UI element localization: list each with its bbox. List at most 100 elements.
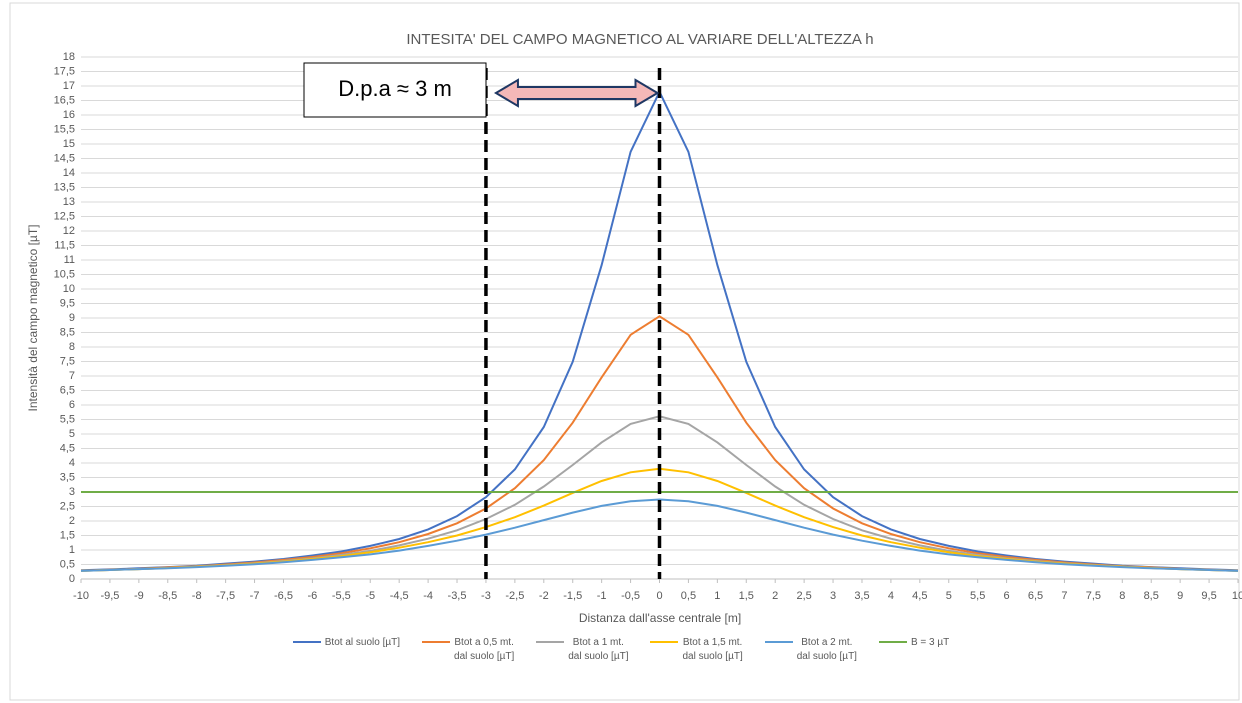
legend-entry: Btot a 2 mt. dal suolo [µT]: [764, 636, 857, 664]
y-tick-label: 8,5: [60, 326, 75, 338]
x-tick-label: -3: [481, 590, 491, 602]
legend-label: Btot a 1,5 mt. dal suolo [µT]: [682, 637, 743, 662]
legend-label: Btot a 0,5 mt. dal suolo [µT]: [454, 637, 515, 662]
y-tick-label: 10: [63, 283, 75, 295]
x-tick-label: 0,5: [681, 590, 696, 602]
y-tick-label: 16: [63, 109, 75, 121]
x-tick-label: -2,5: [505, 590, 524, 602]
x-tick-label: 2,5: [796, 590, 811, 602]
legend-swatch: [536, 641, 565, 643]
series-line: [80, 315, 1239, 572]
x-tick-label: -9: [134, 590, 144, 602]
y-tick-label: 5,5: [60, 413, 75, 425]
legend-swatch: [292, 641, 321, 643]
y-tick-label: 9: [69, 312, 75, 324]
y-tick-label: 8: [69, 341, 75, 353]
x-tick-label: 10: [1232, 590, 1242, 602]
y-tick-label: 12: [63, 225, 75, 237]
legend: Btot al suolo [µT] Btot a 0,5 mt. dal suo…: [0, 636, 1242, 664]
dpa-arrow: [493, 78, 660, 108]
y-tick-label: 4: [69, 457, 75, 469]
y-tick-label: 0,5: [60, 558, 75, 570]
y-tick-label: 2: [69, 515, 75, 527]
y-tick-label: 16,5: [54, 94, 75, 106]
x-tick-label: 9: [1177, 590, 1183, 602]
x-tick-label: 1,5: [739, 590, 754, 602]
y-tick-label: 17,5: [54, 65, 75, 77]
x-tick-label: 5: [946, 590, 952, 602]
x-tick-label: 3: [830, 590, 836, 602]
legend-entry: Btot al suolo [µT]: [292, 636, 400, 664]
y-tick-label: 3: [69, 486, 75, 498]
x-tick-label: 8: [1119, 590, 1125, 602]
x-tick-label: -6,5: [274, 590, 293, 602]
x-tick-label: 6: [1004, 590, 1010, 602]
x-tick-label: -8,5: [158, 590, 177, 602]
y-tick-label: 3,5: [60, 471, 75, 483]
x-tick-label: -2: [539, 590, 549, 602]
legend-swatch: [764, 641, 793, 643]
x-tick-label: -1: [597, 590, 607, 602]
annotation-box: [303, 62, 487, 118]
x-tick-label: 0: [656, 590, 662, 602]
y-tick-label: 6,5: [60, 384, 75, 396]
annotation-text: D.p.a ≈ 3 m: [338, 76, 452, 101]
legend-entry: Btot a 0,5 mt. dal suolo [µT]: [422, 636, 514, 664]
x-tick-label: -8: [192, 590, 202, 602]
y-tick-label: 17: [63, 80, 75, 92]
y-tick-label: 5: [69, 428, 75, 440]
legend-swatch: [422, 641, 451, 643]
y-tick-label: 18: [63, 51, 75, 63]
x-tick-label: -4: [423, 590, 433, 602]
y-tick-label: 2,5: [60, 500, 75, 512]
x-tick-label: 7: [1061, 590, 1067, 602]
x-tick-label: -0,5: [621, 590, 640, 602]
x-tick-label: 4,5: [912, 590, 927, 602]
x-tick-label: -5,5: [332, 590, 351, 602]
y-axis-label: Intensità del campo magnetico [µT]: [26, 224, 40, 411]
y-tick-label: 10,5: [54, 268, 75, 280]
y-tick-label: 4,5: [60, 442, 75, 454]
legend-label: Btot a 2 mt. dal suolo [µT]: [796, 637, 857, 662]
x-tick-label: -7: [250, 590, 260, 602]
chart-frame: [9, 2, 1240, 701]
x-tick-label: 6,5: [1028, 590, 1043, 602]
x-tick-label: -7,5: [216, 590, 235, 602]
y-tick-label: 14: [63, 167, 75, 179]
x-tick-label: 8,5: [1144, 590, 1159, 602]
y-tick-label: 13: [63, 196, 75, 208]
series-line: [80, 498, 1239, 572]
x-tick-label: 3,5: [854, 590, 869, 602]
y-tick-label: 0: [69, 573, 75, 585]
y-tick-label: 11,5: [54, 239, 75, 251]
chart-title: INTESITA' DEL CAMPO MAGNETICO AL VARIARE…: [406, 31, 873, 48]
legend-swatch: [878, 641, 907, 643]
y-tick-label: 7: [69, 370, 75, 382]
x-tick-label: 9,5: [1201, 590, 1216, 602]
x-tick-label: 4: [888, 590, 894, 602]
x-tick-label: 5,5: [970, 590, 985, 602]
x-axis-label: Distanza dall'asse centrale [m]: [579, 611, 741, 625]
y-tick-label: 11: [64, 254, 75, 266]
x-tick-label: -3,5: [448, 590, 467, 602]
x-tick-label: -1,5: [563, 590, 582, 602]
x-tick-label: -9,5: [100, 590, 119, 602]
y-tick-label: 6: [69, 399, 75, 411]
y-tick-label: 1: [69, 544, 75, 556]
y-tick-label: 7,5: [60, 355, 75, 367]
legend-label: B = 3 µT: [910, 637, 950, 648]
y-tick-label: 12,5: [54, 210, 75, 222]
y-tick-label: 13,5: [54, 181, 75, 193]
legend-entry: B = 3 µT: [878, 636, 950, 664]
y-tick-label: 15: [63, 138, 75, 150]
x-tick-label: -4,5: [390, 590, 409, 602]
legend-entry: Btot a 1,5 mt. dal suolo [µT]: [650, 636, 743, 664]
y-tick-label: 15,5: [54, 123, 75, 135]
legend-entry: Btot a 1 mt. dal suolo [µT]: [536, 636, 628, 664]
x-tick-label: 7,5: [1086, 590, 1101, 602]
y-tick-label: 9,5: [60, 297, 75, 309]
x-tick-label: -10: [73, 590, 89, 602]
legend-swatch: [650, 641, 679, 643]
